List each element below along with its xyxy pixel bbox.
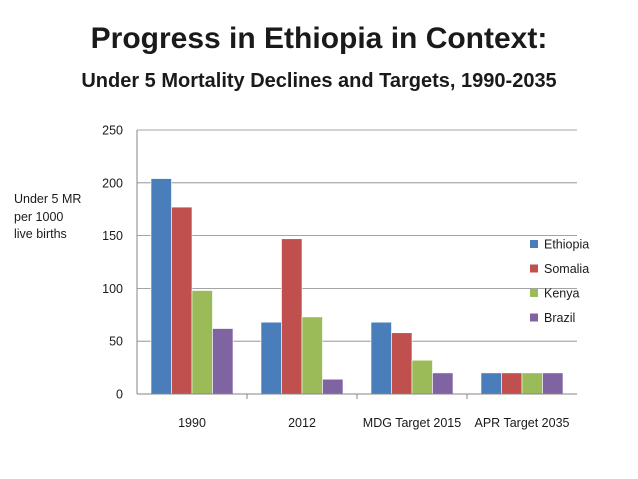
y-tick-label: 250 bbox=[102, 124, 123, 138]
bar-brazil-2 bbox=[432, 372, 454, 395]
bar-ethiopia-2 bbox=[370, 321, 392, 395]
x-category-label: 2012 bbox=[288, 416, 316, 430]
bar-kenya-2 bbox=[411, 359, 433, 395]
legend-swatch-kenya bbox=[530, 289, 538, 297]
legend-swatch-brazil bbox=[530, 313, 538, 322]
x-category-label: MDG Target 2015 bbox=[363, 416, 461, 430]
y-tick-label: 150 bbox=[102, 229, 123, 243]
bar-kenya-0 bbox=[191, 290, 213, 395]
bar-brazil-1 bbox=[322, 378, 344, 395]
legend-swatch-somalia bbox=[530, 264, 538, 273]
y-axis-label: Under 5 MR per 1000 live births bbox=[14, 192, 82, 241]
bar-kenya-3 bbox=[521, 372, 543, 395]
bar-somalia-0 bbox=[171, 206, 193, 395]
x-category-label: 1990 bbox=[178, 416, 206, 430]
legend-label-kenya: Kenya bbox=[544, 287, 579, 301]
legend-swatch-ethiopia bbox=[530, 240, 538, 248]
bar-ethiopia-3 bbox=[480, 372, 502, 395]
chart-title: Progress in Ethiopia in Context: bbox=[90, 22, 548, 55]
bar-kenya-1 bbox=[301, 316, 323, 395]
bar-brazil-0 bbox=[212, 328, 234, 395]
y-tick-labels: 0 50 100 150 200 250 bbox=[102, 124, 123, 402]
legend-label-somalia: Somalia bbox=[544, 262, 589, 276]
bars bbox=[150, 178, 564, 395]
legend: Ethiopia Somalia Kenya Brazil bbox=[530, 238, 589, 325]
x-category-labels: 1990 2012 MDG Target 2015 APR Target 2035 bbox=[178, 416, 569, 430]
legend-label-brazil: Brazil bbox=[544, 311, 575, 325]
bar-somalia-1 bbox=[281, 238, 303, 395]
legend-label-ethiopia: Ethiopia bbox=[544, 238, 589, 252]
y-tick-label: 50 bbox=[109, 335, 123, 349]
chart-subtitle: Under 5 Mortality Declines and Targets, … bbox=[81, 70, 557, 92]
axes bbox=[136, 130, 577, 399]
x-category-label: APR Target 2035 bbox=[475, 416, 570, 430]
bar-brazil-3 bbox=[542, 372, 564, 395]
bar-ethiopia-0 bbox=[150, 178, 172, 395]
bar-somalia-2 bbox=[391, 332, 413, 395]
y-tick-label: 0 bbox=[116, 388, 123, 402]
bar-ethiopia-1 bbox=[260, 321, 282, 395]
y-tick-label: 100 bbox=[102, 282, 123, 296]
y-tick-label: 200 bbox=[102, 176, 123, 190]
bar-somalia-3 bbox=[501, 372, 523, 395]
